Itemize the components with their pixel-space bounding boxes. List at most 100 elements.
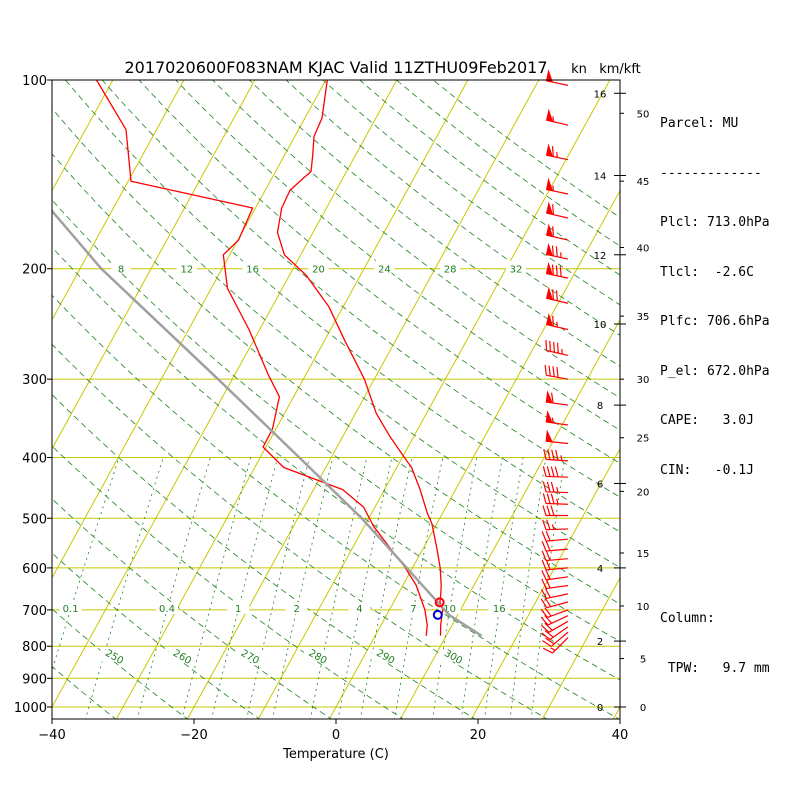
mixing-ratio-line — [52, 457, 120, 672]
mixing-ratio-line — [394, 457, 444, 719]
barb-full — [559, 266, 562, 277]
barb-full — [548, 365, 551, 377]
barb-full — [545, 550, 551, 561]
mixing-ratio-label: 4 — [356, 604, 362, 615]
stats-gap — [660, 512, 770, 578]
km-tick-label: 6 — [597, 479, 603, 490]
mixing-ratio-line — [181, 457, 252, 719]
wind-barb — [545, 340, 569, 357]
barb-half — [550, 647, 556, 651]
stats-tlcl: Tlcl: -2.6C — [660, 264, 754, 280]
wind-barb — [545, 143, 569, 161]
mixing-ratio-line — [460, 457, 503, 719]
wind-barb — [545, 69, 569, 86]
barb-full — [541, 632, 551, 640]
barb-full — [550, 481, 555, 493]
kft-tick-label: 45 — [637, 177, 650, 188]
label-backdrop — [168, 649, 195, 662]
wind-barb — [545, 108, 569, 126]
kft-tick-label: 40 — [637, 244, 650, 255]
barb-staff — [545, 491, 569, 494]
mixing-ratio-label: 7 — [410, 604, 416, 615]
label-backdrop — [176, 260, 197, 273]
barb-full — [544, 588, 551, 598]
mixing-ratio-line — [432, 457, 478, 719]
label-backdrop — [111, 260, 131, 273]
isotherm-line — [52, 80, 327, 579]
barb-flag — [545, 69, 554, 83]
barb-full — [544, 622, 553, 631]
isotherm-line — [541, 576, 620, 719]
barb-full — [550, 392, 554, 404]
km-tick-label: 10 — [594, 320, 607, 331]
pressure-tick-label: 600 — [22, 562, 47, 577]
dry-adiabat-line — [212, 80, 620, 399]
barb-flag — [545, 286, 554, 301]
stats-cape: CAPE: 3.0J — [660, 413, 754, 428]
barb-full — [545, 578, 551, 589]
mixing-ratio-line — [272, 457, 334, 719]
dry-adiabat-line — [138, 80, 620, 464]
isotherm-label: 32 — [510, 265, 523, 276]
sounding-series — [52, 80, 483, 637]
barb-staff — [546, 349, 569, 357]
kft-tick-label: 15 — [637, 549, 650, 560]
pressure-tick-label: 1000 — [14, 701, 47, 716]
barb-full — [542, 505, 547, 516]
barb-flag — [545, 201, 554, 216]
wind-barbs — [540, 69, 569, 654]
pressure-tick-label: 500 — [22, 512, 47, 527]
km-tick-label: 2 — [597, 637, 603, 648]
isotherm-line — [52, 80, 256, 450]
isotherm-line — [52, 80, 114, 192]
barb-full — [540, 588, 548, 599]
barb-full — [540, 624, 550, 633]
barb-staff — [547, 609, 569, 618]
label-backdrop — [155, 601, 178, 614]
isotherm-line — [470, 447, 620, 719]
wind-barb — [542, 493, 569, 505]
kft-tick-label: 5 — [640, 655, 646, 666]
wind-barb — [540, 588, 569, 600]
label-backdrop — [506, 260, 526, 273]
barb-full — [541, 550, 547, 561]
barb-full — [545, 569, 551, 580]
barb-full — [541, 531, 547, 542]
wind-barb — [541, 626, 569, 640]
dry-adiabat-line — [52, 294, 620, 719]
barb-full — [545, 340, 548, 351]
wind-barb — [545, 410, 569, 426]
barb-full — [541, 578, 547, 589]
isotherm-label: 8 — [118, 265, 124, 276]
temperature-tick-label: 40 — [612, 728, 629, 743]
mixing-ratio-line — [136, 457, 211, 719]
barb-full — [543, 449, 547, 460]
wind-barb — [545, 429, 569, 445]
chart-title: 2017020600F083NAM KJAC Valid 11ZTHU09Feb… — [124, 58, 547, 77]
barb-full — [552, 289, 554, 300]
barb-full — [540, 616, 549, 626]
label-backdrop — [227, 601, 250, 614]
barb-full — [545, 540, 551, 551]
kft-tick-label: 25 — [637, 434, 650, 445]
label-backdrop — [308, 260, 329, 273]
label-backdrop — [348, 601, 371, 614]
isotherm-label: 28 — [444, 265, 457, 276]
barb-full — [551, 449, 555, 461]
mixing-ratio-line — [359, 457, 413, 719]
barb-half — [556, 498, 559, 505]
barb-half — [560, 455, 563, 461]
mixing-ratio-label: 0.4 — [159, 604, 175, 615]
isotherm-label: 20 — [312, 265, 325, 276]
barb-full — [544, 615, 553, 624]
dry-adiabat-line — [52, 107, 620, 568]
barb-full — [544, 364, 547, 376]
dry-adiabat-line — [52, 343, 548, 719]
wind-barb — [540, 620, 569, 633]
isotherm-line — [0, 80, 42, 720]
wind-barb — [545, 177, 569, 195]
mixing-ratio-label: 10 — [443, 604, 456, 615]
pressure-tick-label: 100 — [22, 74, 47, 89]
label-backdrop — [440, 260, 461, 273]
